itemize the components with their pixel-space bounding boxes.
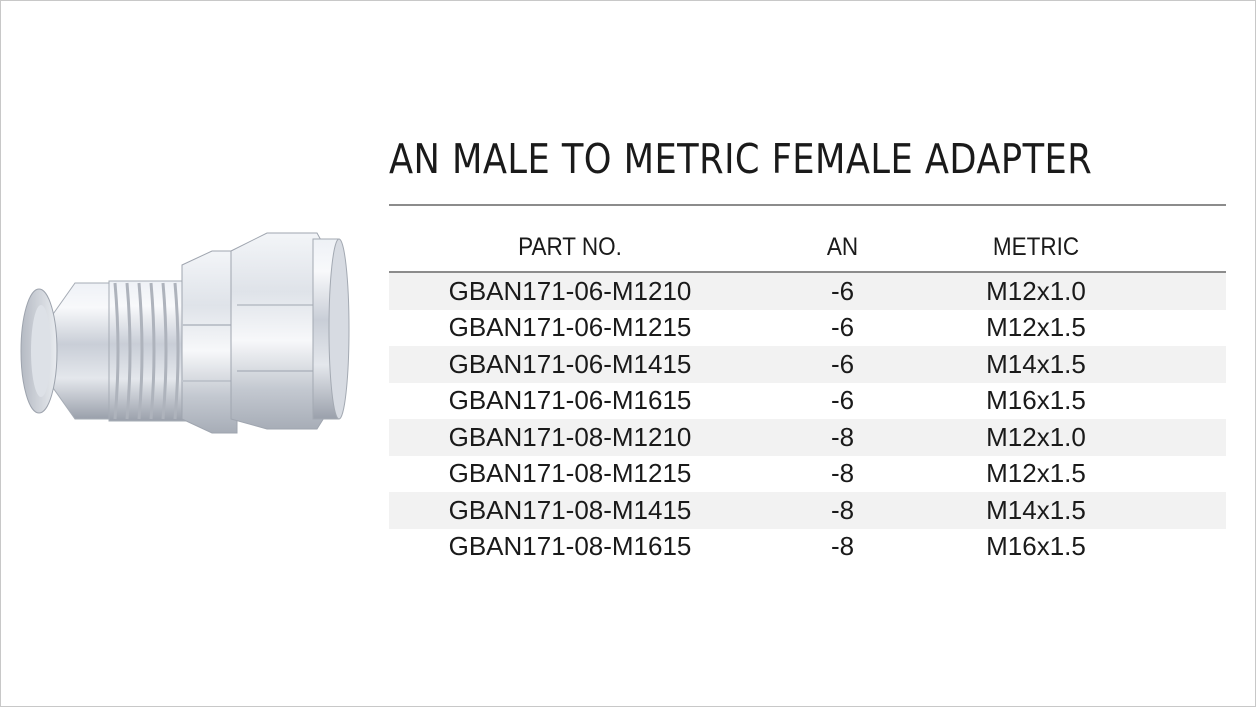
cell-metric: M12x1.0 xyxy=(986,275,1086,306)
cell-an: -8 xyxy=(830,458,855,489)
table-row: GBAN171-06-M1210 -6 M12x1.0 xyxy=(389,273,1226,310)
cell-an: -6 xyxy=(830,275,855,306)
cell-part-no: GBAN171-08-M1615 xyxy=(448,531,692,562)
parts-table: PART NO. AN METRIC GBAN171-06-M1210 -6 M… xyxy=(389,223,1226,565)
cell-part-no: GBAN171-06-M1615 xyxy=(448,385,692,416)
table-row: GBAN171-06-M1415 -6 M14x1.5 xyxy=(389,346,1226,383)
cell-an: -6 xyxy=(830,385,855,416)
cell-an: -6 xyxy=(830,348,855,379)
header-metric: METRIC xyxy=(992,232,1080,261)
cell-metric: M12x1.5 xyxy=(986,312,1086,343)
cell-an: -8 xyxy=(830,421,855,452)
cell-part-no: GBAN171-08-M1210 xyxy=(448,421,692,452)
cell-metric: M14x1.5 xyxy=(986,348,1086,379)
table-row: GBAN171-08-M1210 -8 M12x1.0 xyxy=(389,419,1226,456)
cell-part-no: GBAN171-06-M1215 xyxy=(448,312,692,343)
cell-metric: M14x1.5 xyxy=(986,494,1086,525)
cell-metric: M16x1.5 xyxy=(986,385,1086,416)
cell-an: -6 xyxy=(830,312,855,343)
cell-metric: M12x1.0 xyxy=(986,421,1086,452)
cell-part-no: GBAN171-06-M1415 xyxy=(448,348,692,379)
cell-an: -8 xyxy=(830,531,855,562)
cell-part-no: GBAN171-06-M1210 xyxy=(448,275,692,306)
header-part-no: PART NO. xyxy=(518,232,622,261)
table-row: GBAN171-08-M1215 -8 M12x1.5 xyxy=(389,455,1226,492)
cell-part-no: GBAN171-08-M1415 xyxy=(448,494,692,525)
table-row: GBAN171-08-M1415 -8 M14x1.5 xyxy=(389,492,1226,529)
cell-an: -8 xyxy=(830,494,855,525)
cell-metric: M12x1.5 xyxy=(986,458,1086,489)
page-title: AN MALE TO METRIC FEMALE ADAPTER xyxy=(389,135,1093,183)
table-row: GBAN171-06-M1615 -6 M16x1.5 xyxy=(389,382,1226,419)
adapter-fitting-icon xyxy=(20,232,350,434)
table-header: PART NO. AN METRIC xyxy=(389,223,1226,271)
cell-part-no: GBAN171-08-M1215 xyxy=(448,458,692,489)
header-an: AN xyxy=(826,232,859,261)
table-row: GBAN171-08-M1615 -8 M16x1.5 xyxy=(389,528,1226,565)
header-divider xyxy=(389,271,1226,273)
table-row: GBAN171-06-M1215 -6 M12x1.5 xyxy=(389,309,1226,346)
title-divider xyxy=(389,204,1226,206)
cell-metric: M16x1.5 xyxy=(986,531,1086,562)
